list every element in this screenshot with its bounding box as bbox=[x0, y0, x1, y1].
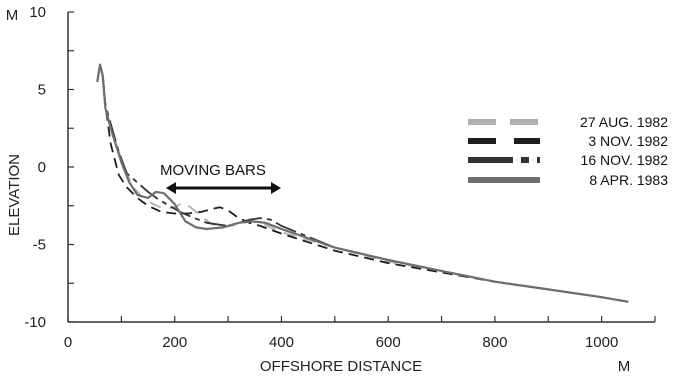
y-tick-label: -10 bbox=[24, 314, 46, 331]
x-tick-label: 800 bbox=[482, 334, 507, 351]
y-axis-title: ELEVATION bbox=[6, 154, 23, 236]
x-axis-unit: M bbox=[618, 358, 631, 375]
axes: 0 200 400 600 800 1000 -10 -5 0 5 10 bbox=[24, 4, 656, 351]
x-tick-label: 200 bbox=[162, 334, 187, 351]
series-layer bbox=[96, 63, 629, 303]
x-tick-label: 400 bbox=[269, 334, 294, 351]
x-tick-label: 1000 bbox=[585, 334, 618, 351]
legend: 27 AUG. 1982 3 NOV. 1982 16 NOV. 1982 8 APR… bbox=[468, 114, 668, 188]
y-axis-unit: M bbox=[6, 7, 19, 24]
legend-label-2: 3 NOV. 1982 bbox=[588, 133, 668, 149]
y-tick-label: 5 bbox=[38, 82, 46, 99]
moving-bars-arrowhead-right bbox=[271, 182, 281, 194]
moving-bars-label: MOVING BARS bbox=[160, 162, 266, 179]
annotation-layer: MOVING BARS bbox=[160, 162, 281, 194]
x-tick-label: 0 bbox=[64, 334, 72, 351]
series-line-2 bbox=[96, 63, 629, 303]
legend-label-4: 8 APR. 1983 bbox=[589, 172, 668, 188]
x-axis-title: OFFSHORE DISTANCE bbox=[260, 358, 422, 375]
x-tick-label: 600 bbox=[376, 334, 401, 351]
y-tick-label: 10 bbox=[29, 4, 46, 21]
y-tick-label: -5 bbox=[33, 237, 46, 254]
legend-label-1: 27 AUG. 1982 bbox=[580, 114, 668, 130]
y-tick-label: 0 bbox=[38, 159, 46, 176]
series-line-1 bbox=[96, 63, 629, 303]
series-line-4 bbox=[96, 63, 629, 303]
moving-bars-arrowhead-left bbox=[166, 182, 176, 194]
series-line-3 bbox=[96, 63, 629, 303]
legend-label-3: 16 NOV. 1982 bbox=[581, 152, 669, 168]
